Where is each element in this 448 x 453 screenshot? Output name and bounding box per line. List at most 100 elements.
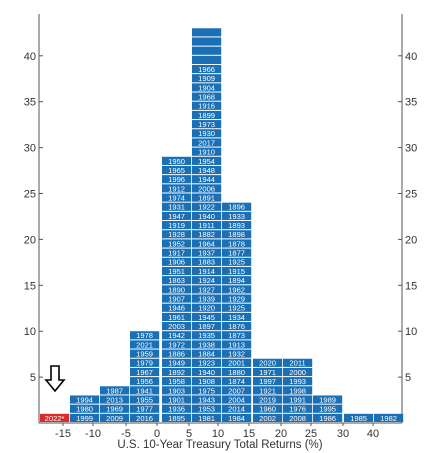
year-label: 1874 xyxy=(228,377,245,386)
year-label: 1953 xyxy=(198,405,215,414)
year-label: 2001 xyxy=(228,359,245,368)
bar-cell xyxy=(130,367,160,377)
year-label: 1949 xyxy=(168,359,185,368)
down-arrow-icon xyxy=(44,365,66,393)
year-label: 1925 xyxy=(228,258,245,267)
year-label: 1958 xyxy=(168,377,185,386)
bar-cell xyxy=(162,248,192,257)
year-label: 1901 xyxy=(168,395,185,404)
bar-cell xyxy=(253,358,283,367)
bar-cell xyxy=(162,156,192,165)
year-label: 1997 xyxy=(259,377,276,386)
year-label: 1980 xyxy=(76,405,93,414)
bar-cell xyxy=(192,312,222,322)
x-tick-label: 20 xyxy=(275,428,287,440)
year-label: 2009 xyxy=(106,414,123,423)
year-label: 1956 xyxy=(136,377,153,386)
year-label: 1927 xyxy=(198,285,215,294)
year-label: 1884 xyxy=(198,350,215,359)
annotation xyxy=(44,365,66,393)
x-tick-label: 30 xyxy=(337,428,349,440)
bar-cell xyxy=(222,413,252,422)
year-label: 1904 xyxy=(198,83,215,92)
bar-cell xyxy=(253,395,283,404)
bars xyxy=(40,28,404,422)
year-label: 1942 xyxy=(168,331,185,340)
year-label: 1916 xyxy=(198,102,215,111)
year-label: 1907 xyxy=(168,294,185,303)
x-tick-label: 0 xyxy=(154,428,160,440)
bar-cell xyxy=(222,285,252,294)
bar-cell xyxy=(40,413,70,422)
year-label: 1909 xyxy=(198,74,215,83)
bar-cell xyxy=(192,257,222,266)
bar-cell xyxy=(192,395,222,404)
year-label: 1946 xyxy=(168,304,185,313)
year-label: 1873 xyxy=(228,331,245,340)
year-label: 1878 xyxy=(228,239,245,248)
year-label: 1984 xyxy=(228,414,245,423)
bar-cell xyxy=(192,266,222,276)
x-tick-label: -10 xyxy=(85,428,101,440)
bar-cell xyxy=(222,257,252,266)
year-label: 1883 xyxy=(198,258,215,267)
bar-cell xyxy=(192,110,222,120)
bar-cell xyxy=(222,221,252,230)
bar-cell xyxy=(253,404,283,413)
bar-cell xyxy=(162,404,192,413)
bar-cell xyxy=(130,349,160,358)
year-label: 1981 xyxy=(198,414,215,423)
bar-cell xyxy=(222,294,252,303)
year-label: 1952 xyxy=(168,239,185,248)
bar-cell xyxy=(192,230,222,239)
bar-cell xyxy=(222,239,252,248)
bar-cell xyxy=(222,404,252,413)
bar-cell xyxy=(222,303,252,312)
year-label: 1899 xyxy=(198,111,215,120)
year-label: 1998 xyxy=(289,386,306,395)
year-label: 1974 xyxy=(168,193,185,202)
y-tick-label-right: 15 xyxy=(405,280,417,292)
bar-cell xyxy=(283,377,313,386)
year-label: 1936 xyxy=(168,405,185,414)
x-axis-label: U.S. 10-Year Treasury Total Returns (%) xyxy=(117,439,322,451)
bar-cell xyxy=(70,404,100,413)
year-label: 2007 xyxy=(228,386,245,395)
year-label: 1979 xyxy=(136,359,153,368)
bar-cell xyxy=(192,413,222,422)
y-tick-label-right: 10 xyxy=(405,326,417,338)
year-label: 1886 xyxy=(168,350,185,359)
bar-cell xyxy=(162,257,192,266)
year-label: 2000 xyxy=(289,368,306,377)
bar-cell xyxy=(344,413,374,422)
year-label: 1933 xyxy=(228,212,245,221)
bar-cell xyxy=(162,322,192,331)
year-label: 2011 xyxy=(289,359,305,368)
year-label: 1944 xyxy=(198,175,215,184)
year-label: 1977 xyxy=(136,405,153,414)
year-label: 1959 xyxy=(136,350,153,359)
bar-cell xyxy=(253,413,283,422)
year-label: 1940 xyxy=(198,212,215,221)
year-label: 1877 xyxy=(228,249,245,258)
bar-cell xyxy=(192,138,222,147)
bar-cell xyxy=(192,248,222,257)
x-tick-label: -15 xyxy=(55,428,71,440)
y-tick-label-left: 25 xyxy=(24,189,36,201)
year-label: 1929 xyxy=(228,294,245,303)
bar-cell xyxy=(192,322,222,331)
year-label: 1954 xyxy=(198,157,215,166)
bar-cell xyxy=(192,221,222,230)
year-label: 1925 xyxy=(228,304,245,313)
x-tick-label: 40 xyxy=(367,428,379,440)
bar-cell xyxy=(222,331,252,340)
year-label: 1891 xyxy=(198,193,215,202)
bar-cell xyxy=(192,367,222,377)
bar-cell xyxy=(162,294,192,303)
year-label: 1969 xyxy=(106,405,123,414)
bar-cell xyxy=(130,395,160,404)
year-label: 1965 xyxy=(168,166,185,175)
bar-cell xyxy=(130,377,160,386)
bar-cell xyxy=(192,276,222,285)
